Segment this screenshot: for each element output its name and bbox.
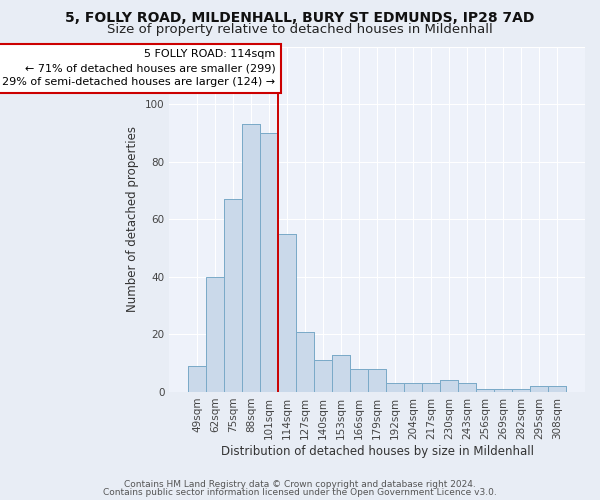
Bar [422, 384, 440, 392]
Bar [404, 384, 422, 392]
Bar [206, 277, 224, 392]
Bar [332, 354, 350, 392]
Bar [440, 380, 458, 392]
Bar [368, 369, 386, 392]
Bar [548, 386, 566, 392]
Bar [458, 384, 476, 392]
Bar [476, 389, 494, 392]
Bar [494, 389, 512, 392]
Bar [188, 366, 206, 392]
Text: Contains HM Land Registry data © Crown copyright and database right 2024.: Contains HM Land Registry data © Crown c… [124, 480, 476, 489]
Bar [440, 380, 458, 392]
Bar [512, 389, 530, 392]
Bar [512, 389, 530, 392]
Bar [386, 384, 404, 392]
Bar [314, 360, 332, 392]
Bar [242, 124, 260, 392]
Bar [368, 369, 386, 392]
Bar [350, 369, 368, 392]
Bar [224, 199, 242, 392]
Text: 5 FOLLY ROAD: 114sqm
← 71% of detached houses are smaller (299)
29% of semi-deta: 5 FOLLY ROAD: 114sqm ← 71% of detached h… [2, 50, 275, 88]
Bar [350, 369, 368, 392]
Bar [224, 199, 242, 392]
Bar [314, 360, 332, 392]
Bar [332, 354, 350, 392]
Y-axis label: Number of detached properties: Number of detached properties [126, 126, 139, 312]
Bar [278, 234, 296, 392]
Text: 5, FOLLY ROAD, MILDENHALL, BURY ST EDMUNDS, IP28 7AD: 5, FOLLY ROAD, MILDENHALL, BURY ST EDMUN… [65, 11, 535, 25]
Bar [296, 332, 314, 392]
X-axis label: Distribution of detached houses by size in Mildenhall: Distribution of detached houses by size … [221, 444, 533, 458]
Bar [530, 386, 548, 392]
Bar [260, 133, 278, 392]
Bar [476, 389, 494, 392]
Bar [188, 366, 206, 392]
Bar [296, 332, 314, 392]
Bar [278, 234, 296, 392]
Bar [206, 277, 224, 392]
Bar [458, 384, 476, 392]
Bar [242, 124, 260, 392]
Bar [422, 384, 440, 392]
Text: Size of property relative to detached houses in Mildenhall: Size of property relative to detached ho… [107, 22, 493, 36]
Bar [260, 133, 278, 392]
Text: Contains public sector information licensed under the Open Government Licence v3: Contains public sector information licen… [103, 488, 497, 497]
Bar [530, 386, 548, 392]
Bar [404, 384, 422, 392]
Bar [548, 386, 566, 392]
Bar [386, 384, 404, 392]
Bar [494, 389, 512, 392]
